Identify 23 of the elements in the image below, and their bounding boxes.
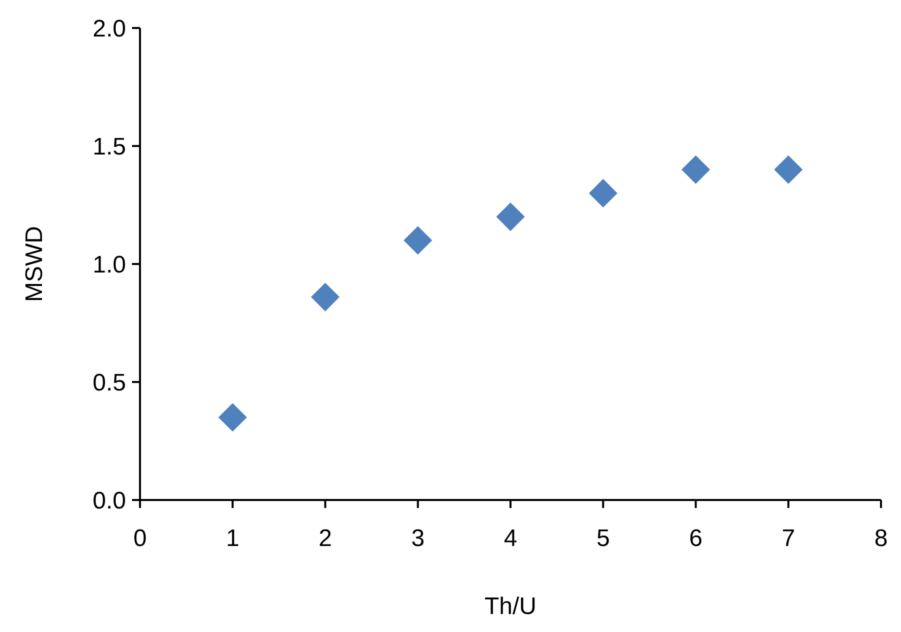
x-axis-title: Th/U bbox=[484, 593, 537, 620]
point bbox=[774, 155, 803, 184]
x-tick-label: 2 bbox=[318, 525, 332, 552]
x-tick-label: 6 bbox=[689, 525, 702, 552]
y-tick-label: 0.0 bbox=[92, 487, 126, 514]
y-tick-label: 1.5 bbox=[92, 133, 126, 160]
y-tick-label: 2.0 bbox=[92, 15, 126, 42]
point bbox=[681, 155, 710, 184]
x-tick-label: 8 bbox=[874, 525, 888, 552]
x-tick-label: 0 bbox=[133, 525, 147, 552]
point bbox=[404, 226, 432, 255]
y-tick-label: 1.0 bbox=[92, 251, 126, 278]
y-tick-label: 0.5 bbox=[92, 369, 126, 396]
x-tick-label: 1 bbox=[226, 525, 240, 552]
x-tick-label: 3 bbox=[411, 525, 425, 552]
point bbox=[588, 178, 618, 208]
point bbox=[218, 403, 247, 432]
y-axis-title: MSWD bbox=[21, 226, 48, 302]
point bbox=[310, 282, 340, 312]
point bbox=[496, 202, 525, 232]
x-tick-label: 4 bbox=[504, 525, 518, 552]
x-tick-label: 7 bbox=[782, 525, 796, 552]
x-tick-label: 5 bbox=[596, 525, 610, 552]
